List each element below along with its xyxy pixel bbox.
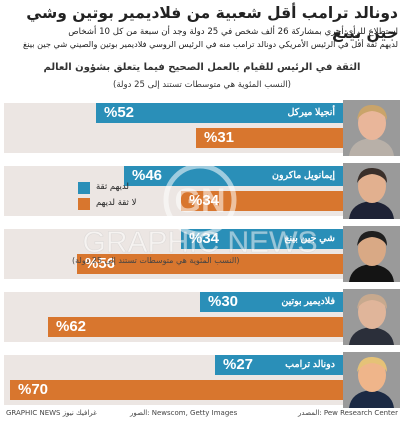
footer-credit: GRAPHIC NEWS غرافيك نيوز — [6, 409, 97, 417]
chart-question-note: (النسب المئوية هي متوسطات تستند إلى 25 د… — [113, 80, 291, 90]
leader-name-trump: دونالد ترامب — [285, 359, 335, 370]
leader-name-xi: شي جين بينغ — [284, 233, 335, 244]
legend-label-confidence: لديهم ثقة — [96, 182, 129, 192]
bar-confidence-xi: %34 شي جين بينغ — [181, 229, 343, 249]
bar-confidence-macron: %46 إيمانويل ماكرون — [124, 166, 343, 186]
footer-source: المصدر: Pew Research Center — [298, 409, 398, 417]
legend-label-no-confidence: لا ثقة لديهم — [96, 198, 137, 208]
footer: المصدر: Pew Research Center الصور: Newsc… — [0, 404, 404, 424]
leader-name-merkel: أنجيلا ميركل — [287, 107, 335, 118]
bar-no-confidence-xi: %56 — [77, 254, 343, 274]
bar-confidence-trump: %27 دونالد ترامب — [215, 355, 343, 375]
legend-swatch-confidence — [78, 182, 90, 194]
bar-no-confidence-trump: %70 — [10, 380, 343, 400]
value-label-confidence-trump: %27 — [223, 356, 254, 373]
value-label-no-confidence-merkel: %31 — [204, 129, 235, 146]
legend-note: (النسب المئوية هي متوسطات تستند إلى 25 د… — [72, 256, 240, 265]
bar-no-confidence-macron: %34 — [181, 191, 343, 211]
leader-name-macron: إيمانويل ماكرون — [271, 170, 335, 181]
chart-question: الثقة في الرئيس للقيام بالعمل الصحيح فيم… — [43, 62, 361, 73]
value-label-confidence-merkel: %52 — [104, 104, 135, 121]
value-label-confidence-xi: %34 — [189, 230, 220, 247]
footer-photos: الصور: Newscom, Getty Images — [130, 409, 238, 417]
value-label-no-confidence-trump: %70 — [18, 381, 49, 398]
subtitle-line-1: استطلاع للرأي أجري بمشاركة 26 ألف شخص في… — [68, 27, 398, 37]
portrait-xi — [343, 226, 400, 282]
page-title: دونالد ترامب أقل شعبية من فلاديمير بوتين… — [26, 4, 398, 42]
value-label-confidence-putin: %30 — [208, 293, 239, 310]
value-label-no-confidence-xi: %56 — [85, 255, 116, 272]
bar-confidence-merkel: %52 أنجيلا ميركل — [96, 103, 343, 123]
bar-confidence-putin: %30 فلاديمير بوتين — [200, 292, 343, 312]
portrait-putin — [343, 289, 400, 345]
portrait-trump — [343, 352, 400, 408]
legend-swatch-no-confidence — [78, 198, 90, 210]
leader-name-putin: فلاديمير بوتين — [281, 296, 335, 307]
value-label-no-confidence-macron: %34 — [189, 192, 220, 209]
bar-no-confidence-merkel: %31 — [196, 128, 343, 148]
portrait-merkel — [343, 100, 400, 156]
subtitle-line-2: لديهم ثقة أقل في الرئيس الأمريكي دونالد … — [22, 39, 398, 49]
portrait-macron — [343, 163, 400, 219]
value-label-no-confidence-putin: %62 — [56, 318, 87, 335]
value-label-confidence-macron: %46 — [132, 167, 163, 184]
bar-no-confidence-putin: %62 — [48, 317, 343, 337]
